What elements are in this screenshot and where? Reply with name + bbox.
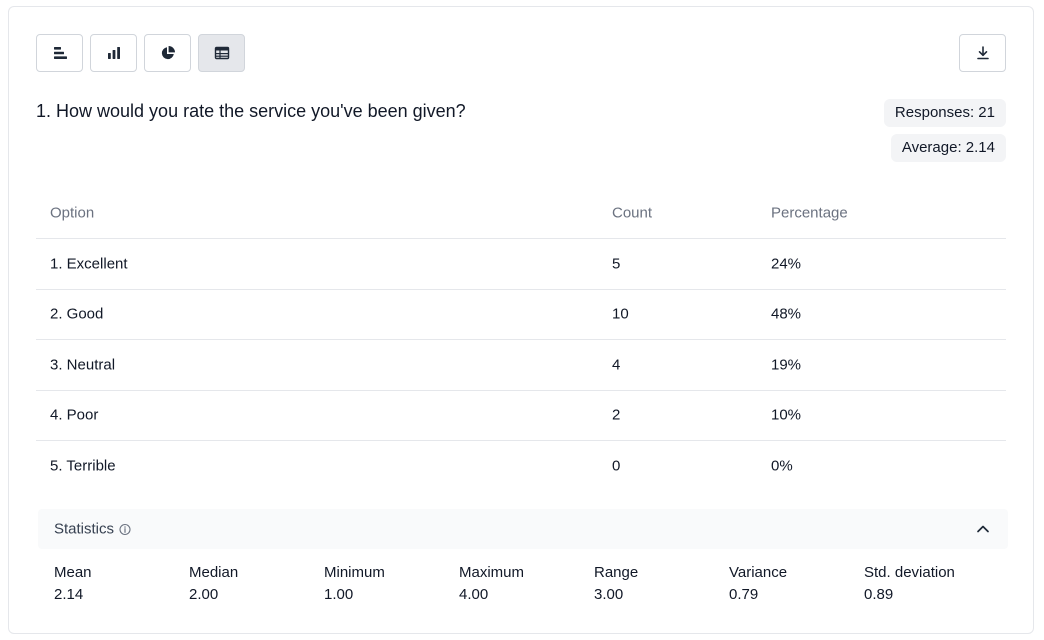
results-table: Option Count Percentage 1. Excellent 5 2… bbox=[36, 187, 1006, 492]
stat-label: Range bbox=[594, 564, 639, 581]
stat-label: Variance bbox=[729, 564, 788, 581]
collapse-statistics-button[interactable] bbox=[974, 520, 992, 538]
stat-minimum: Minimum 1.00 bbox=[324, 564, 385, 604]
stat-value: 2.14 bbox=[54, 586, 84, 603]
option-cell: 2. Good bbox=[50, 305, 104, 323]
table-row: 4. Poor 2 10% bbox=[36, 391, 1006, 441]
statistics-heading: Statistics bbox=[54, 521, 131, 538]
stat-maximum: Maximum 4.00 bbox=[459, 564, 524, 604]
percentage-cell: 0% bbox=[771, 457, 793, 475]
statistics-title: Statistics bbox=[54, 520, 115, 538]
stat-variance: Variance 0.79 bbox=[729, 564, 787, 604]
table-header: Option Count Percentage bbox=[36, 187, 1006, 239]
stat-range: Range 3.00 bbox=[594, 564, 638, 604]
percentage-cell: 10% bbox=[771, 406, 802, 424]
count-cell: 0 bbox=[612, 457, 621, 475]
stat-value: 1.00 bbox=[324, 586, 354, 603]
vertical-bar-view-button[interactable] bbox=[90, 34, 137, 72]
stat-value: 2.00 bbox=[189, 586, 219, 603]
responses-badge: Responses: 21 bbox=[883, 99, 1006, 127]
percentage-cell: 19% bbox=[771, 356, 802, 374]
stat-label: Maximum bbox=[459, 564, 525, 581]
table-view-button[interactable] bbox=[198, 34, 245, 72]
stat-value: 0.79 bbox=[729, 586, 759, 603]
average-badge: Average: 2.14 bbox=[890, 134, 1006, 162]
option-cell: 1. Excellent bbox=[50, 255, 128, 273]
stat-value: 3.00 bbox=[594, 586, 624, 603]
stat-std-deviation: Std. deviation 0.89 bbox=[864, 564, 955, 604]
stat-median: Median 2.00 bbox=[189, 564, 238, 604]
stat-value: 0.89 bbox=[864, 586, 894, 603]
count-column-header: Count bbox=[612, 204, 653, 221]
question-title: 1. How would you rate the service you've… bbox=[36, 101, 466, 121]
option-column-header: Option bbox=[50, 204, 95, 221]
table-row: 3. Neutral 4 19% bbox=[36, 340, 1006, 391]
horizontal-bar-view-button[interactable] bbox=[36, 34, 83, 72]
table-row: 1. Excellent 5 24% bbox=[36, 239, 1006, 290]
stat-label: Mean bbox=[54, 564, 92, 581]
question-result-card: 1. How would you rate the service you've… bbox=[8, 6, 1034, 634]
chevron-up-icon bbox=[977, 525, 989, 533]
table-icon bbox=[214, 46, 229, 60]
stat-value: 4.00 bbox=[459, 586, 489, 603]
info-icon[interactable] bbox=[119, 523, 131, 535]
table-row: 2. Good 10 48% bbox=[36, 290, 1006, 340]
percentage-cell: 24% bbox=[771, 255, 802, 273]
pie-view-button[interactable] bbox=[144, 34, 191, 72]
stat-label: Std. deviation bbox=[864, 564, 955, 581]
stat-mean: Mean 2.14 bbox=[54, 564, 92, 604]
statistics-toggle-bar[interactable]: Statistics bbox=[38, 509, 1008, 549]
count-cell: 5 bbox=[612, 255, 621, 273]
option-cell: 5. Terrible bbox=[50, 457, 116, 475]
pie-chart-icon bbox=[161, 46, 175, 60]
vertical-bars-icon bbox=[107, 47, 120, 59]
stat-label: Median bbox=[189, 564, 239, 581]
option-cell: 4. Poor bbox=[50, 406, 99, 424]
stat-label: Minimum bbox=[324, 564, 385, 581]
table-row: 5. Terrible 0 0% bbox=[36, 441, 1006, 492]
percentage-column-header: Percentage bbox=[771, 204, 848, 221]
count-cell: 4 bbox=[612, 356, 621, 374]
percentage-cell: 48% bbox=[771, 305, 802, 323]
count-cell: 2 bbox=[612, 406, 621, 424]
download-icon bbox=[976, 46, 989, 60]
option-cell: 3. Neutral bbox=[50, 356, 116, 374]
count-cell: 10 bbox=[612, 305, 629, 323]
download-button[interactable] bbox=[959, 34, 1006, 72]
horizontal-bars-icon bbox=[53, 47, 67, 59]
